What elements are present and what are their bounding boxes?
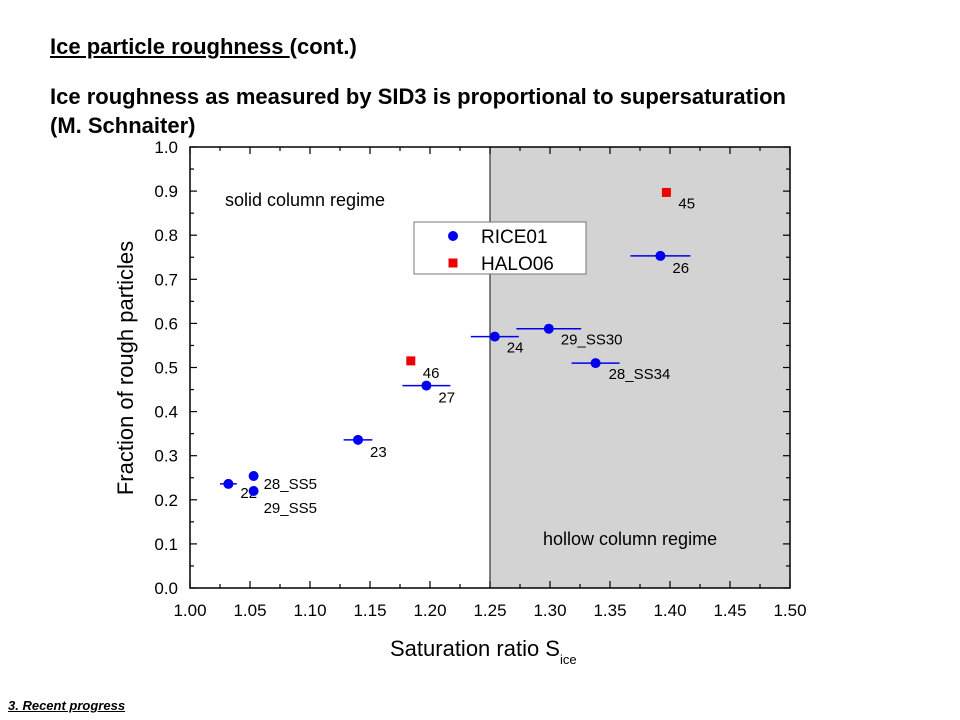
region-label-0: solid column regime [225, 190, 385, 210]
point-label-29_SS5: 29_SS5 [264, 500, 317, 517]
y-axis-title: Fraction of rough particles [113, 241, 138, 495]
point-label-46: 46 [423, 365, 440, 382]
x-tick-label: 1.00 [173, 601, 206, 620]
x-axis-title-subscript: ice [560, 652, 577, 667]
chart-legend: RICE01 HALO06 [413, 221, 587, 275]
y-tick-label: 0.1 [154, 535, 178, 554]
point-RICE01-23 [353, 434, 363, 445]
y-tick-label: 0.8 [154, 226, 178, 245]
region-label-1: hollow column regime [543, 529, 717, 549]
y-tick-label: 0.4 [154, 403, 178, 422]
x-tick-label: 1.30 [533, 601, 566, 620]
legend-marker-HALO06 [448, 258, 458, 268]
point-label-45: 45 [678, 195, 695, 212]
legend-marker-RICE01 [448, 231, 458, 241]
point-label-26: 26 [672, 260, 689, 277]
y-tick-label: 0.7 [154, 270, 178, 289]
legend-box [413, 221, 587, 275]
point-RICE01-27 [421, 380, 432, 391]
slide-title-rest: (cont.) [289, 34, 357, 59]
point-RICE01-26 [655, 250, 666, 261]
point-HALO06-46 [406, 356, 416, 366]
point-RICE01-29_SS5 [248, 485, 259, 496]
x-tick-label: 1.40 [653, 601, 686, 620]
x-tick-label: 1.50 [773, 601, 806, 620]
slide-title-underlined: Ice particle roughness [50, 34, 290, 59]
x-tick-label: 1.35 [593, 601, 626, 620]
x-tick-label: 1.05 [233, 601, 266, 620]
slide-title: Ice particle roughness (cont.) [50, 34, 357, 60]
slide-subtitle: Ice roughness as measured by SID3 is pro… [50, 84, 786, 138]
point-label-23: 23 [370, 444, 387, 461]
point-label-28_SS34: 28_SS34 [609, 366, 671, 383]
chart-regions: solid column regime hollow column regime [190, 147, 790, 588]
point-HALO06-45 [661, 187, 671, 197]
y-tick-label: 1.0 [154, 138, 178, 157]
slide-footer: 3. Recent progress [8, 698, 126, 713]
region-0 [190, 147, 490, 588]
point-label-27: 27 [438, 390, 455, 407]
point-RICE01-22 [223, 478, 234, 489]
x-tick-label: 1.25 [473, 601, 506, 620]
x-tick-label: 1.10 [293, 601, 326, 620]
y-tick-label: 0.5 [154, 359, 178, 378]
legend-entry-HALO06: HALO06 [481, 254, 554, 275]
axis-tick-labels: 1.00 1.05 1.10 1.15 1.20 1.25 1.30 1.35 1.40 1.45… [154, 138, 806, 620]
x-axis-title: Saturation ratio Sice [390, 636, 577, 667]
y-tick-label: 0.6 [154, 314, 178, 333]
x-tick-label: 1.45 [713, 601, 746, 620]
plot-frame [189, 146, 791, 589]
y-tick-label: 0.9 [154, 182, 178, 201]
point-label-24: 24 [507, 340, 524, 357]
point-RICE01-29_SS30 [543, 323, 554, 334]
x-tick-label: 1.20 [413, 601, 446, 620]
y-tick-label: 0.0 [154, 579, 178, 598]
y-tick-label: 0.2 [154, 491, 178, 510]
y-tick-label: 0.3 [154, 447, 178, 466]
point-RICE01-28_SS5 [248, 470, 259, 481]
x-tick-label: 1.15 [353, 601, 386, 620]
point-label-28_SS5: 28_SS5 [264, 476, 317, 493]
legend-entry-RICE01: RICE01 [481, 227, 548, 248]
point-RICE01-24 [489, 331, 500, 342]
point-label-29_SS30: 29_SS30 [561, 332, 623, 349]
point-RICE01-28_SS34 [590, 358, 601, 369]
region-1 [490, 147, 790, 588]
